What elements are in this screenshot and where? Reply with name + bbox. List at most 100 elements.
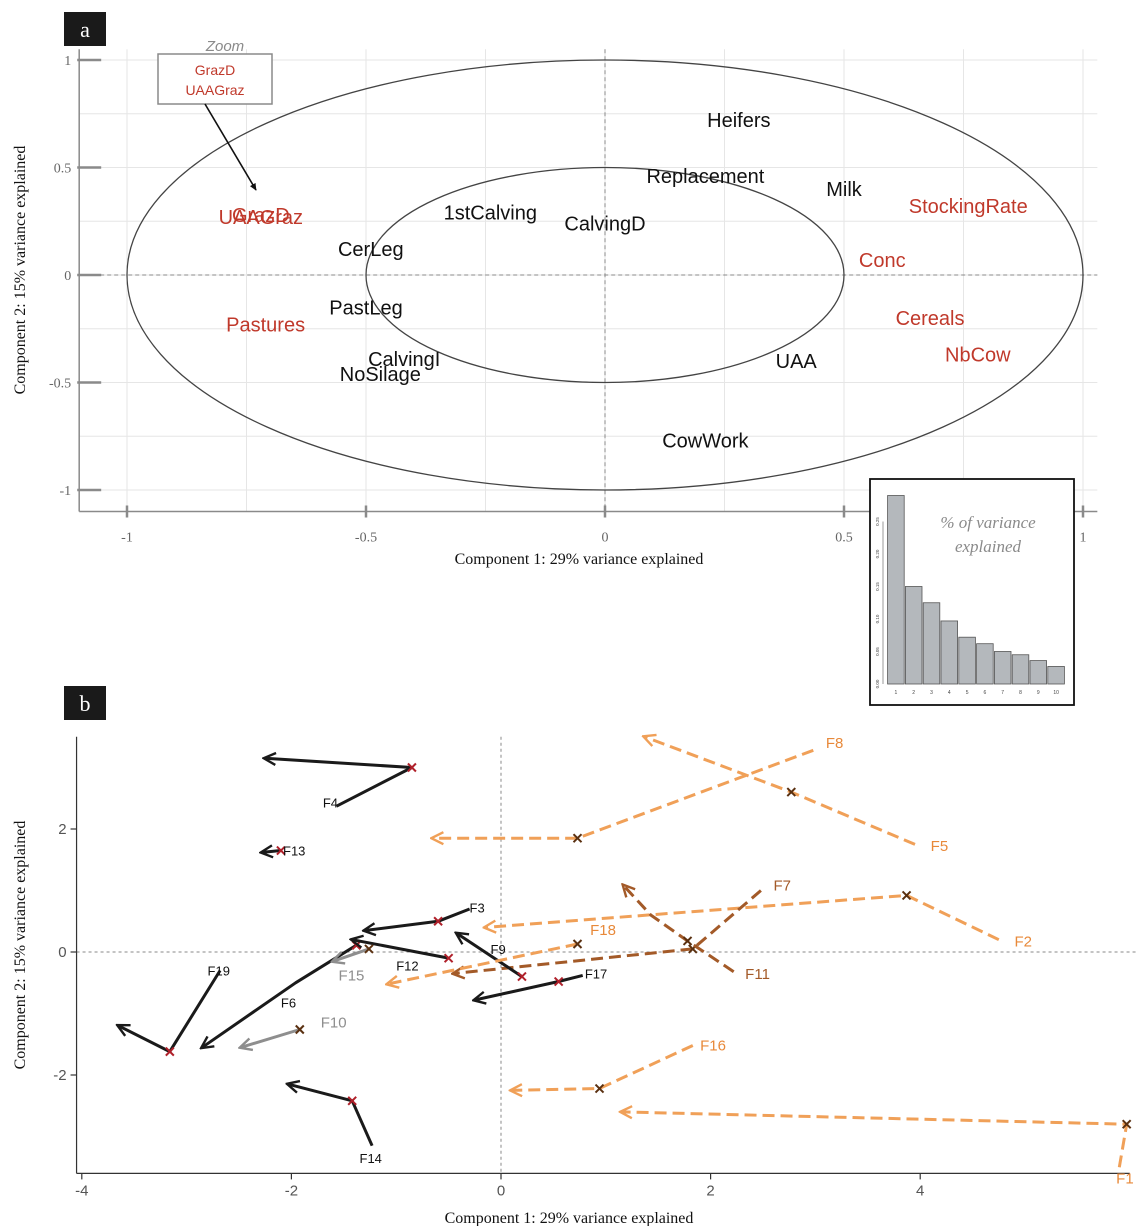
zoom-item-grazd: GrazD: [195, 62, 235, 78]
panel-b-y-axis-label: Component 2: 15% variance explained: [12, 821, 29, 1070]
inset-title-line-1: % of variance: [940, 513, 1036, 532]
farm-label: F6: [281, 995, 296, 1010]
correlation-circles: [126, 59, 1084, 491]
y-tick-label: 0.5: [54, 162, 72, 177]
variable-label: Pastures: [226, 314, 305, 336]
trajectory-f10: [241, 1028, 301, 1048]
time-point-cross: [407, 762, 417, 773]
trajectory-f8: [433, 748, 814, 838]
panel-b-label: b: [80, 691, 91, 716]
x-tick-label: 2: [706, 1182, 714, 1199]
x-tick-label: 4: [916, 1182, 924, 1199]
inset-bar: [905, 586, 923, 685]
outer-circle: [126, 59, 1084, 491]
inset-bar: [1011, 654, 1030, 685]
trajectory-f18: [388, 942, 578, 984]
trajectory-f17: [475, 973, 584, 1000]
farm-label: F12: [396, 959, 418, 974]
inset-bar: [887, 495, 905, 685]
trajectory-f1: [622, 1112, 1129, 1168]
time-point-cross: [553, 976, 564, 987]
inset-x-tick-label: 6: [984, 690, 987, 696]
variable-label: CowWork: [662, 431, 749, 453]
trajectory-f16: [512, 1044, 694, 1091]
farm-label: F9: [491, 942, 506, 957]
y-tick-label: 1: [64, 54, 71, 69]
variable-label: NoSilage: [340, 364, 421, 386]
x-tick-label: 0: [497, 1182, 505, 1199]
farm-label: F5: [931, 838, 949, 855]
inset-bar: [1047, 666, 1065, 685]
inset-x-tick-label: 1: [895, 690, 898, 696]
trajectory-f7: [454, 889, 762, 974]
panel-a-axes: -1 -0.5 0 0.5 1 -1 -0.5 0 0.5 1: [49, 49, 1098, 546]
variable-label: Replacement: [646, 166, 764, 188]
inset-bar: [976, 643, 994, 685]
trajectory-f3: [365, 907, 471, 931]
variable-label: Heifers: [707, 110, 770, 132]
inset-title-line-2: explained: [955, 537, 1022, 556]
inset-x-tick-label: 7: [1001, 690, 1004, 696]
zoom-arrow: [204, 103, 257, 191]
y-tick-label: -0.5: [49, 377, 71, 392]
variable-label: CalvingD: [564, 213, 645, 235]
inset-bar: [994, 651, 1012, 685]
inset-x-tick-label: 5: [966, 690, 969, 696]
trajectory-f15: [333, 947, 370, 961]
x-tick-label: -4: [75, 1182, 88, 1199]
inset-bar: [922, 602, 941, 685]
trajectory-f4: [265, 758, 414, 808]
farm-label: F4: [323, 796, 338, 811]
variable-label: Cereals: [896, 308, 965, 330]
farm-label: F19: [208, 963, 230, 978]
panel-a-grid: [79, 49, 1098, 512]
zoom-callout: Zoom GrazD UAAGraz: [157, 38, 273, 191]
zoom-title: Zoom: [205, 38, 244, 55]
trajectory-f11: [624, 886, 735, 973]
time-point-cross: [901, 890, 912, 901]
farm-label: F16: [700, 1037, 726, 1054]
time-point-cross: [443, 953, 454, 963]
time-point-cross: [786, 787, 797, 797]
inset-bar: [958, 636, 976, 685]
x-tick-label: 0.5: [835, 531, 853, 546]
trajectory-f19: [119, 969, 222, 1054]
variable-label: CalvingI: [368, 349, 440, 371]
panel-a: -1 -0.5 0 0.5 1 -1 -0.5 0 0.5 1 Heifers Replacemen…: [12, 12, 1098, 568]
variable-label: GrazD: [232, 205, 290, 227]
farm-label: F10: [321, 1015, 347, 1032]
panel-a-y-axis-label: Component 2: 15% variance explained: [12, 146, 29, 395]
variable-label: StockingRate: [909, 196, 1028, 218]
farm-label: F7: [773, 878, 791, 895]
trajectory-f14: [288, 1084, 374, 1147]
x-tick-label: 1: [1080, 531, 1087, 546]
variable-label: PastLeg: [329, 297, 402, 319]
time-point-cross: [517, 971, 527, 982]
inset-y-tick-label: 0.00: [875, 679, 880, 688]
panel-a-x-axis-label: Component 1: 29% variance explained: [455, 551, 704, 568]
inset-bars: [887, 495, 1065, 685]
farm-label: F8: [826, 735, 844, 752]
inset-x-tick-label: 3: [930, 690, 933, 696]
time-point-cross: [594, 1083, 605, 1094]
y-tick-label: 2: [58, 821, 66, 838]
panel-a-label: a: [80, 17, 90, 42]
zoom-item-uaagraz: UAAGraz: [185, 82, 244, 98]
y-tick-label: 0: [58, 944, 66, 961]
inset-y-tick-label: 0.10: [875, 614, 880, 623]
variable-label: Conc: [859, 250, 906, 272]
variable-label: UAA: [776, 351, 818, 373]
panel-a-label-badge: a: [64, 12, 106, 46]
variance-inset: 1 2 3 4 5 6 7 8 9 10 0.00 0.05 0.10 0.15 0.20 0.25 % of…: [869, 478, 1075, 706]
trajectory-f13: [262, 851, 282, 853]
panel-b: -4 -2 0 2 4-202 F1F2F3F4F5F6F7F8F9F10F11F12F…: [12, 686, 1137, 1226]
time-point-cross: [682, 936, 693, 946]
farm-label: F17: [585, 967, 607, 982]
time-point-cross: [572, 833, 583, 843]
inset-x-tick-label: 8: [1019, 690, 1022, 696]
inset-x-tick-label: 4: [948, 690, 951, 696]
x-tick-label: -2: [285, 1182, 298, 1199]
farm-label: F11: [745, 966, 770, 983]
time-point-cross: [572, 939, 583, 949]
